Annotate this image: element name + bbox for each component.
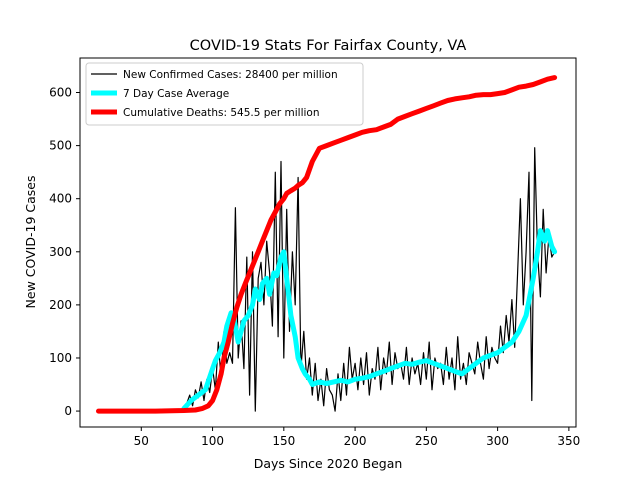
series-line-2 xyxy=(96,75,558,414)
legend-box xyxy=(85,62,364,126)
x-axis-ticks: 50 100 150 200 250 300 350 xyxy=(134,427,580,448)
y-tick-label: 500 xyxy=(49,139,72,153)
y-axis-ticks: 0 100 200 300 400 500 600 xyxy=(49,86,80,418)
legend-label-1: 7 Day Case Average xyxy=(123,88,229,100)
y-tick-label: 600 xyxy=(49,86,72,100)
y-tick-label: 400 xyxy=(49,192,72,206)
plot-frame xyxy=(79,57,577,428)
y-tick-label: 200 xyxy=(49,298,72,312)
series-line-0 xyxy=(183,147,556,412)
x-tick-label: 50 xyxy=(134,434,149,448)
plot-series xyxy=(96,75,558,414)
y-tick-label: 300 xyxy=(49,245,72,259)
legend-label-0: New Confirmed Cases: 28400 per million xyxy=(123,69,338,81)
legend-label-2: Cumulative Deaths: 545.5 per million xyxy=(123,107,320,119)
x-tick-label: 300 xyxy=(486,434,509,448)
legend-items: New Confirmed Cases: 28400 per million 7 … xyxy=(91,69,338,119)
x-tick-label: 100 xyxy=(201,434,224,448)
series-line-1 xyxy=(181,228,558,411)
legend: New Confirmed Cases: 28400 per million 7 … xyxy=(85,62,364,126)
x-tick-label: 200 xyxy=(344,434,367,448)
y-tick-label: 0 xyxy=(64,404,72,418)
x-axis-label: Days Since 2020 Began xyxy=(254,456,403,471)
y-tick-label: 100 xyxy=(49,351,72,365)
x-tick-label: 150 xyxy=(272,434,295,448)
y-axis-label: New COVID-19 Cases xyxy=(23,176,38,309)
x-tick-label: 350 xyxy=(557,434,580,448)
x-tick-label: 250 xyxy=(415,434,438,448)
chart-title: COVID-19 Stats For Fairfax County, VA xyxy=(190,38,467,54)
